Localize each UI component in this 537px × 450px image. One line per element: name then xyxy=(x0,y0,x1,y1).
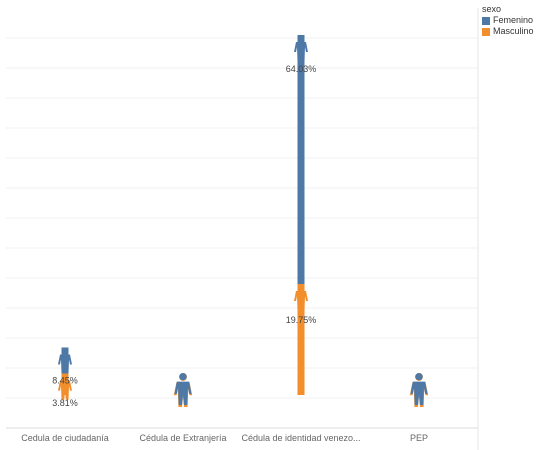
data-label-masculino: 3.81% xyxy=(52,398,78,408)
x-tick-labels: Cedula de ciudadanía Cédula de Extranjerí… xyxy=(21,433,428,443)
person-icon-masculino xyxy=(58,373,72,400)
data-label-femenino: 8.45% xyxy=(52,376,78,386)
legend-label-femenino: Femenino xyxy=(493,15,534,25)
person-icon-femenino xyxy=(294,35,308,61)
bar-femenino[interactable] xyxy=(297,35,305,395)
legend-swatch-masculino xyxy=(482,27,490,36)
x-tick-label: Cedula de ciudadanía xyxy=(21,433,109,443)
person-icon-femenino xyxy=(58,347,72,374)
legend-swatch-femenino xyxy=(482,16,490,25)
x-tick-label: Cédula de Extranjería xyxy=(139,433,226,443)
data-label-masculino: 19.75% xyxy=(286,315,317,325)
data-labels: 8.45% 3.81% 64.03% 19.75% xyxy=(52,64,316,408)
x-tick-label: PEP xyxy=(410,433,428,443)
data-label-femenino: 64.03% xyxy=(286,64,317,74)
bar-femenino[interactable] xyxy=(61,347,69,395)
legend-item-masculino[interactable]: Masculino xyxy=(482,26,534,37)
legend-label-masculino: Masculino xyxy=(493,26,534,36)
person-icon-femenino xyxy=(410,373,428,405)
bar-masculino[interactable] xyxy=(297,283,305,395)
bars xyxy=(61,35,423,395)
legend-item-femenino[interactable]: Femenino xyxy=(482,15,534,26)
person-icon-femenino xyxy=(174,373,192,405)
legend-title: sexo xyxy=(482,4,502,14)
legend: sexo Femenino Masculino xyxy=(482,4,534,37)
person-icons xyxy=(58,35,429,407)
gridlines xyxy=(6,37,478,399)
person-icon-masculino xyxy=(294,283,308,310)
x-tick-label: Cédula de identidad venezo... xyxy=(241,433,360,443)
